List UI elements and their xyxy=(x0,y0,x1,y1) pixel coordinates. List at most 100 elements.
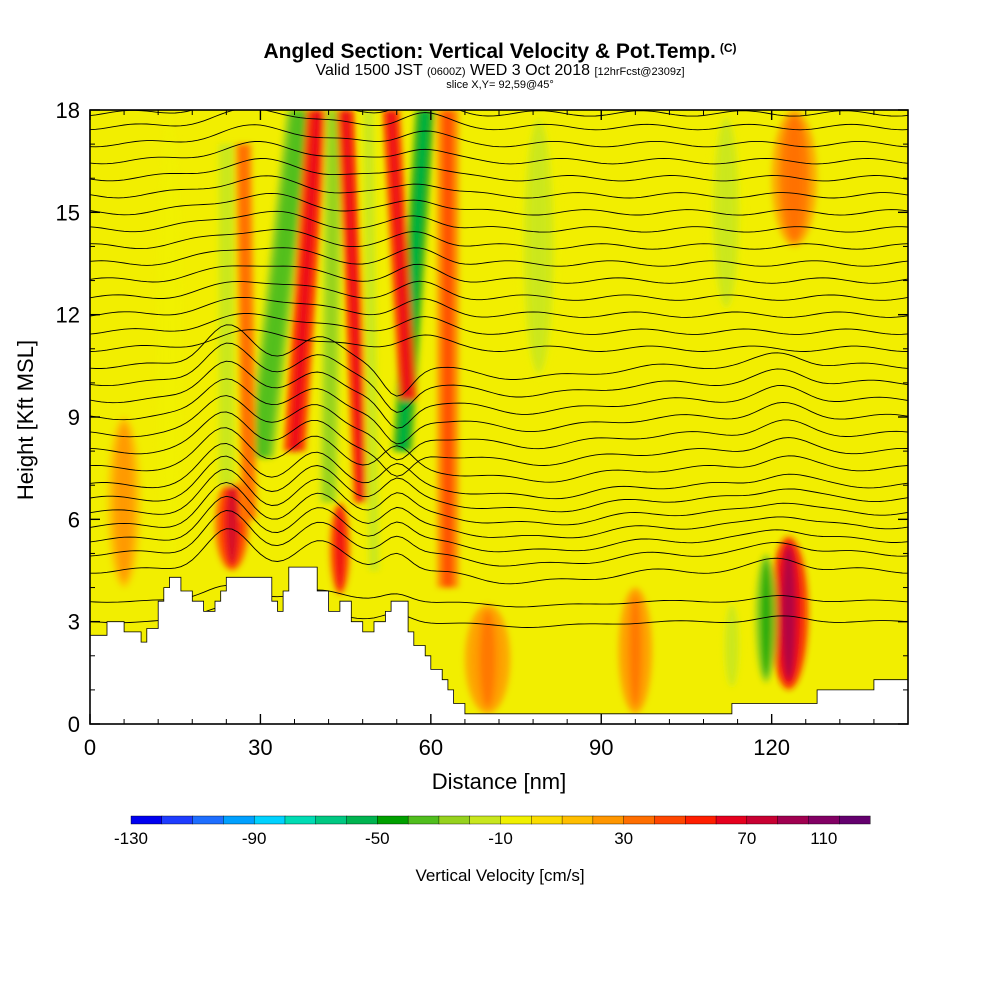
y-tick-label-6: 18 xyxy=(56,98,80,123)
velocity-band-3-2 xyxy=(341,110,367,503)
colorbar-swatch-8 xyxy=(377,815,409,825)
isentrope-11 xyxy=(90,395,908,461)
colorbar-label-3: -10 xyxy=(488,829,513,848)
colorbar-swatch-23 xyxy=(839,815,871,825)
y-tick-label-5: 15 xyxy=(56,200,80,225)
isentrope-23 xyxy=(90,210,908,233)
colorbar-swatch-21 xyxy=(777,815,809,825)
colorbar-swatch-5 xyxy=(284,815,317,825)
x-axis-title: Distance [nm] xyxy=(432,769,567,794)
colorbar-label-2: -50 xyxy=(365,829,390,848)
velocity-band-6-2 xyxy=(221,144,231,486)
velocity-cell-9-2 xyxy=(118,428,130,577)
valid-date: WED 3 Oct 2018 xyxy=(469,62,590,79)
terrain xyxy=(90,566,908,724)
colorbar-swatch-4 xyxy=(253,815,286,825)
colorbar-swatch-2 xyxy=(192,815,224,825)
velocity-band-7-2 xyxy=(239,144,253,520)
colorbar-label-6: 110 xyxy=(810,829,837,848)
isentrope-28 xyxy=(90,124,908,148)
colorbar-label-0: -130 xyxy=(114,829,148,848)
isentrope-6 xyxy=(90,468,908,526)
colorbar-swatch-11 xyxy=(469,815,501,825)
isentrope-17 xyxy=(90,313,908,335)
velocity-band-1-2 xyxy=(289,110,322,452)
isentrope-5 xyxy=(90,482,908,539)
velocity-cell-10-2 xyxy=(629,595,642,706)
velocity-cell-4-2 xyxy=(728,607,736,684)
isentrope-19 xyxy=(90,280,908,301)
isentrope-12 xyxy=(90,378,908,445)
isentrope-27 xyxy=(90,141,908,165)
x-tick-label-3: 90 xyxy=(589,735,613,760)
isentrope-10 xyxy=(90,411,908,477)
isentrope-3 xyxy=(90,510,908,567)
velocity-cell-0-2 xyxy=(226,484,238,565)
isentrope-2 xyxy=(90,528,908,585)
velocity-band-5-2 xyxy=(387,110,412,400)
isentrope-25 xyxy=(90,175,908,199)
colorbar-swatch-19 xyxy=(715,815,748,825)
isentrope-14 xyxy=(90,342,908,413)
y-axis-title: Height [Kft MSL] xyxy=(13,340,38,500)
isentrope-4 xyxy=(90,495,908,553)
colorbar-swatch-6 xyxy=(315,815,348,825)
x-tick-label-4: 120 xyxy=(753,735,790,760)
axes: 0 30 60 90 120 0 3 6 9 12 15 18 xyxy=(56,98,909,760)
title-block: Angled Section: Vertical Velocity & Pot.… xyxy=(0,36,1000,91)
x-tick-label-1: 30 xyxy=(248,735,272,760)
isentrope-26 xyxy=(90,158,908,182)
velocity-cell-2-2 xyxy=(782,546,796,680)
isentrope-13 xyxy=(90,360,908,429)
colorbar-swatch-0 xyxy=(130,815,163,825)
colorbar-swatch-3 xyxy=(223,815,255,825)
colorbar-swatch-20 xyxy=(746,815,779,825)
colorbar-title: Vertical Velocity [cm/s] xyxy=(415,866,584,885)
colorbar-swatch-7 xyxy=(346,815,378,825)
y-tick-label-0: 0 xyxy=(68,712,80,737)
y-tick-label-3: 9 xyxy=(68,405,80,430)
velocity-cell-1-2 xyxy=(336,508,344,589)
velocity-band-8-2 xyxy=(365,110,378,571)
colorbar-swatch-12 xyxy=(500,815,532,825)
y-tick-label-4: 12 xyxy=(56,303,80,328)
potential-temperature-contours xyxy=(90,110,908,628)
colorbar-swatch-14 xyxy=(561,815,594,825)
colorbar-label-1: -90 xyxy=(242,829,267,848)
velocity-cell-6-2 xyxy=(719,123,733,302)
isentrope-21 xyxy=(90,247,908,267)
isentrope-15 xyxy=(90,324,908,397)
isentrope-8 xyxy=(90,443,908,500)
x-tick-label-2: 60 xyxy=(419,735,443,760)
plot-area xyxy=(90,110,908,724)
colorbar-swatch-15 xyxy=(592,815,625,825)
colorbar: -130 -90 -50 -10 30 70 110 xyxy=(114,815,871,848)
isentrope-18 xyxy=(90,296,908,318)
colorbar-swatch-18 xyxy=(685,815,717,825)
isentrope-9 xyxy=(90,427,908,483)
y-tick-label-2: 6 xyxy=(68,507,80,532)
colorbar-swatch-17 xyxy=(654,815,686,825)
velocity-cell-5-2 xyxy=(531,128,547,365)
velocity-band-2-2 xyxy=(324,110,339,503)
colorbar-swatch-10 xyxy=(438,815,471,825)
valid-utc: (0600Z) xyxy=(426,66,466,78)
isentrope-22 xyxy=(90,228,908,250)
celsius-mark: (C) xyxy=(719,41,737,55)
colorbar-swatch-22 xyxy=(808,815,840,825)
isentrope-7 xyxy=(90,455,908,513)
velocity-cell-11-2 xyxy=(480,611,496,707)
velocity-cell-3-2 xyxy=(762,562,770,675)
colorbar-swatch-16 xyxy=(623,815,655,825)
isentrope-16 xyxy=(90,329,908,352)
y-tick-label-1: 3 xyxy=(68,610,80,635)
slice-info: slice X,Y= 92,59@45° xyxy=(446,79,554,91)
velocity-cell-7-2 xyxy=(786,119,802,238)
forecast-tag: [12hrFcst@2309z] xyxy=(594,66,685,78)
colorbar-label-5: 70 xyxy=(737,829,756,848)
colorbar-swatch-13 xyxy=(531,815,563,825)
chart-title-text: Angled Section: Vertical Velocity & Pot.… xyxy=(263,40,716,63)
isentrope-20 xyxy=(90,263,908,284)
colorbar-swatch-1 xyxy=(161,815,194,825)
